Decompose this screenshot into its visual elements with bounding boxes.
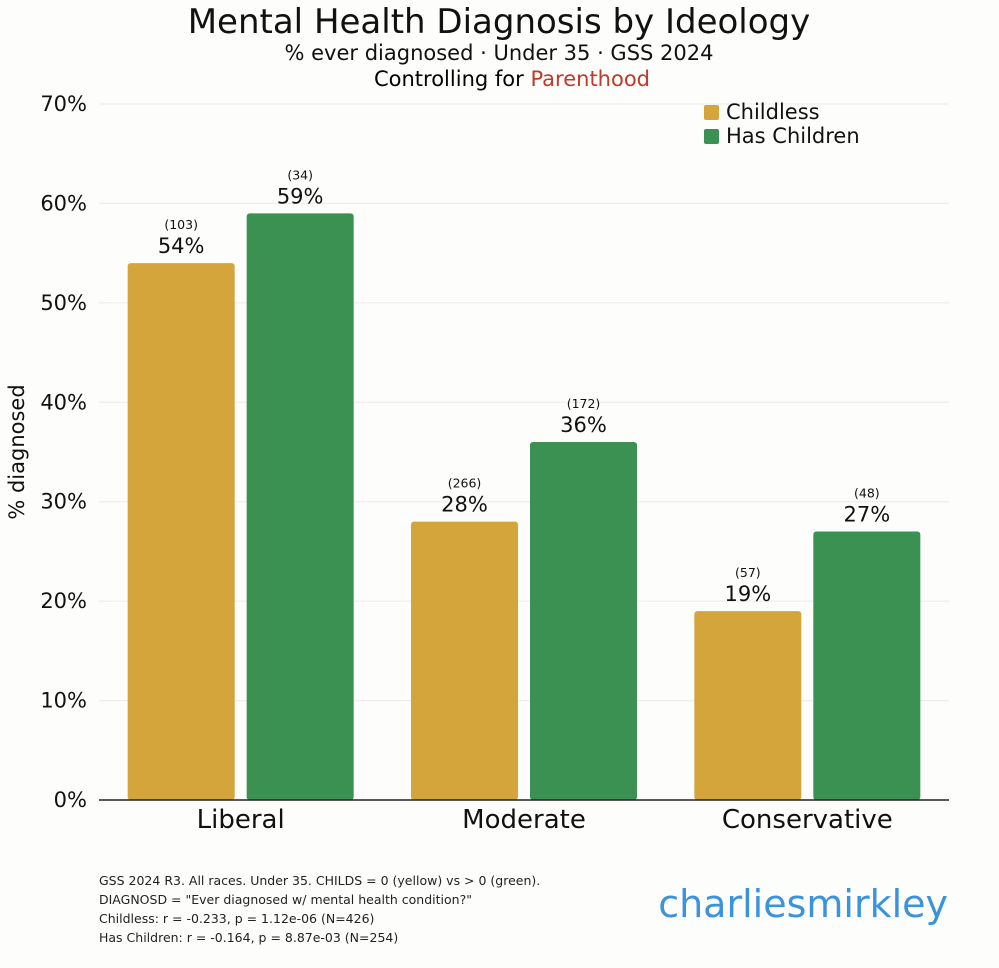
y-axis-label: % diagnosed <box>5 384 29 519</box>
grid <box>99 103 949 702</box>
bar-value-label: 27% <box>843 503 890 527</box>
y-tick-label: 0% <box>54 788 87 812</box>
legend-label: Has Children <box>726 124 860 148</box>
y-tick-label: 20% <box>40 589 87 613</box>
bar-n-label: (48) <box>854 486 880 501</box>
bar-n-label: (103) <box>164 217 198 232</box>
bar-n-label: (57) <box>735 565 761 580</box>
legend-label: Childless <box>726 100 820 124</box>
data-labels: 54% (103) 59% (34) 28% (266) 36% (172) 19% (57) 27… <box>158 167 890 606</box>
bar-value-label: 59% <box>277 184 324 208</box>
footnote-line: GSS 2024 R3. All races. Under 35. CHILDS… <box>99 873 540 888</box>
footnote-line: Childless: r = -0.233, p = 1.12e-06 (N=4… <box>99 911 374 926</box>
y-tick-label: 50% <box>40 291 87 315</box>
chart-title: Mental Health Diagnosis by Ideology <box>188 2 811 42</box>
footnote-line: Has Children: r = -0.164, p = 8.87e-03 (… <box>99 930 398 945</box>
x-tick-label-liberal: Liberal <box>197 805 285 835</box>
x-tick-label-conservative: Conservative <box>722 805 893 835</box>
bar-n-label: (266) <box>448 476 482 491</box>
bar-has-children-liberal <box>246 213 354 800</box>
x-tick-label-moderate: Moderate <box>462 805 586 835</box>
control-prefix: Controlling for <box>374 67 524 91</box>
bar-value-label: 19% <box>724 582 771 606</box>
bar-has-children-conservative <box>813 531 921 800</box>
y-axis-ticks: 0% 10% 20% 30% 40% 50% 60% 70% <box>40 92 87 812</box>
x-axis-ticks: Liberal Moderate Conservative <box>197 805 893 835</box>
bar-childless-moderate <box>411 521 518 800</box>
bar-n-label: (172) <box>567 396 601 411</box>
y-tick-label: 10% <box>40 689 87 713</box>
brand-watermark: charliesmirkley <box>658 882 948 926</box>
y-tick-label: 30% <box>40 490 87 514</box>
bar-childless-liberal <box>127 263 235 801</box>
bars <box>127 213 921 801</box>
bar-has-children-moderate <box>530 442 637 800</box>
control-variable: Parenthood <box>530 67 650 91</box>
chart-subtitle: % ever diagnosed · Under 35 · GSS 2024 <box>285 41 714 65</box>
bar-childless-conservative <box>694 611 802 800</box>
bar-value-label: 36% <box>560 413 607 437</box>
footnotes: GSS 2024 R3. All races. Under 35. CHILDS… <box>99 873 540 945</box>
control-line: Controlling for Parenthood <box>374 67 650 91</box>
y-tick-label: 60% <box>40 191 87 215</box>
legend-swatch <box>704 105 719 120</box>
bar-value-label: 54% <box>158 234 205 258</box>
y-tick-label: 70% <box>40 92 87 116</box>
bar-value-label: 28% <box>441 493 488 517</box>
legend-swatch <box>704 129 719 144</box>
footnote-line: DIAGNOSD = "Ever diagnosed w/ mental hea… <box>99 892 472 907</box>
bar-n-label: (34) <box>287 167 313 182</box>
y-tick-label: 40% <box>40 390 87 414</box>
